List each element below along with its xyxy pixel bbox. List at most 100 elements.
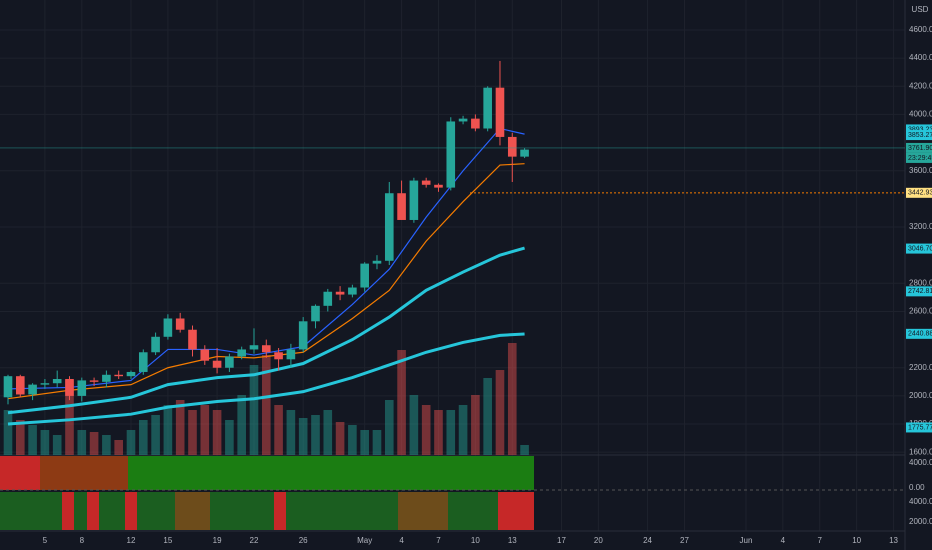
volume-bar: [15, 420, 25, 455]
volume-bar: [102, 435, 111, 455]
volume-bar: [261, 355, 271, 455]
state-band: [125, 492, 137, 530]
state-band: [0, 456, 40, 490]
x-tick-label: 10: [471, 536, 480, 545]
candle-body: [225, 356, 234, 368]
countdown-label: 23:29:45: [908, 155, 932, 162]
x-tick-label: 20: [594, 536, 603, 545]
state-band: [0, 492, 534, 530]
indicator-tick-label: 0.00: [909, 483, 925, 492]
x-tick-label: 4: [781, 536, 786, 545]
candle-body: [89, 380, 99, 382]
moving-average: [7, 163, 525, 400]
volume-bar: [249, 365, 259, 455]
x-tick-label: 12: [127, 536, 136, 545]
indicator-pane-1: [0, 456, 534, 490]
price-badge: [906, 124, 932, 135]
volume-bar: [323, 410, 333, 455]
candle-body: [483, 87, 492, 129]
volume-bar: [151, 415, 160, 455]
price-badge: [906, 187, 932, 198]
grid: [0, 0, 905, 531]
candle-body: [397, 193, 406, 220]
indicator-tick-label: 4000.00: [909, 458, 932, 467]
candle-body: [126, 371, 136, 377]
volume-bar: [421, 405, 431, 455]
x-tick-label: 22: [250, 536, 259, 545]
candle-body: [212, 360, 222, 368]
candle-body: [274, 352, 283, 360]
countdown-badge: [906, 152, 932, 163]
candle-body: [163, 318, 173, 337]
price-badge-label: 3046.70: [908, 245, 932, 252]
price-badge: [906, 130, 932, 141]
x-tick-label: 24: [643, 536, 652, 545]
candle-body: [298, 321, 308, 350]
x-tick-label: 7: [436, 536, 441, 545]
moving-average: [7, 332, 525, 426]
y-tick-label: 2000.00: [909, 391, 932, 400]
y-tick-label: 2600.00: [909, 307, 932, 316]
volume-bar: [212, 410, 222, 455]
y-tick-label: 4200.00: [909, 81, 932, 90]
candle-body: [65, 379, 74, 396]
volume-bar: [3, 410, 13, 455]
candle-body: [28, 384, 37, 395]
state-band: [40, 456, 128, 490]
indicator-pane-2: [0, 489, 905, 530]
volume-bar: [237, 395, 246, 455]
x-tick-label: 7: [818, 536, 823, 545]
candle-body: [175, 318, 185, 330]
price-badge-label: 3442.93: [908, 190, 932, 197]
candle-body: [421, 180, 431, 185]
y-tick-label: 2800.00: [909, 278, 932, 287]
moving-average: [7, 246, 525, 415]
volume-bar: [89, 432, 99, 455]
volume-bar: [311, 415, 320, 455]
candle-body: [372, 260, 382, 264]
candle-body: [52, 379, 62, 384]
y-tick-label: 3600.00: [909, 166, 932, 175]
volume-bar: [384, 400, 394, 455]
volume-bar: [175, 400, 185, 455]
x-tick-label: 19: [213, 536, 222, 545]
state-band: [62, 492, 74, 530]
y-tick-label: 4000.00: [909, 110, 932, 119]
price-badge-label: 2440.88: [908, 331, 932, 338]
y-tick-label: 3200.00: [909, 222, 932, 231]
candle-body: [471, 118, 480, 129]
x-tick-label: 27: [680, 536, 689, 545]
x-tick-label: Jun: [740, 536, 753, 545]
candle-body: [249, 345, 259, 350]
volume-bar: [446, 410, 456, 455]
volume-bar: [360, 430, 369, 455]
y-tick-label: 4400.00: [909, 53, 932, 62]
x-tick-label: 17: [557, 536, 566, 545]
y-tick-label: 2200.00: [909, 363, 932, 372]
volume-bar: [507, 343, 517, 455]
volume-bar: [286, 410, 296, 455]
candle-body: [15, 376, 25, 395]
candle-body: [188, 329, 197, 350]
candle-body: [77, 380, 87, 396]
volume-bar: [458, 405, 468, 455]
x-tick-label: 4: [399, 536, 404, 545]
volume-bar: [520, 445, 529, 455]
candle-body: [507, 136, 517, 157]
candle-body: [335, 291, 345, 295]
x-tick-label: May: [357, 536, 372, 545]
x-tick-label: 13: [508, 536, 517, 545]
candle-body: [446, 121, 456, 188]
candle-body: [323, 291, 333, 306]
volume-bar: [298, 418, 308, 455]
candle-body: [495, 87, 505, 137]
volume-bar: [495, 370, 505, 455]
candle-body: [102, 374, 111, 382]
state-band: [87, 492, 99, 530]
volume-bar: [397, 350, 406, 455]
price-badge: [906, 328, 932, 339]
volume-bar: [372, 430, 382, 455]
y-tick-label: 1600.00: [909, 447, 932, 456]
candle-body: [434, 184, 443, 188]
